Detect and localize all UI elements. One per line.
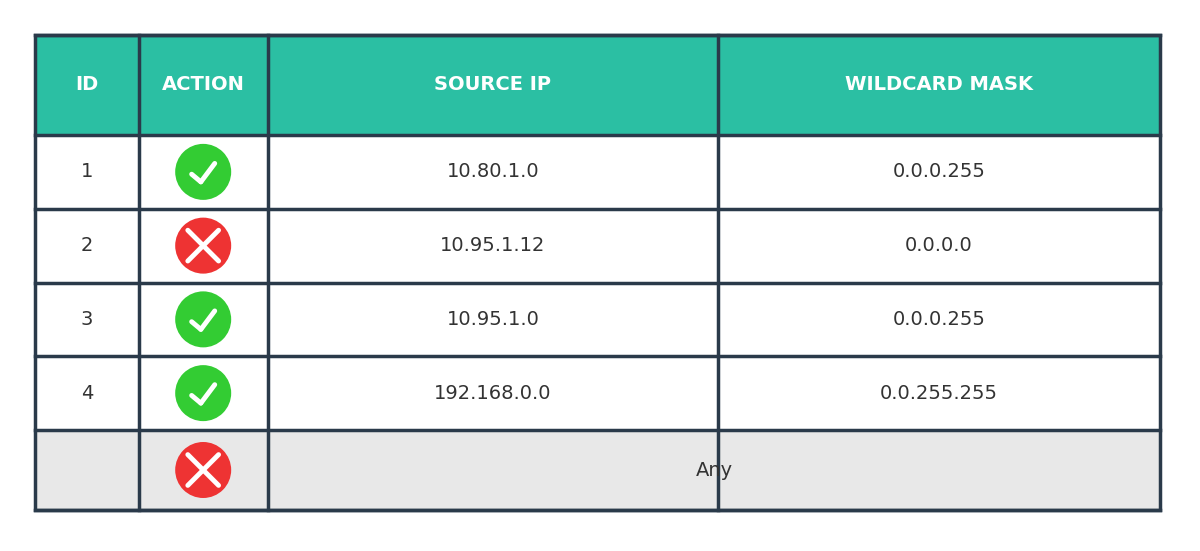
Text: WILDCARD MASK: WILDCARD MASK	[845, 75, 1033, 95]
Bar	[35, 430, 1160, 510]
Ellipse shape	[175, 218, 232, 274]
Text: 192.168.0.0: 192.168.0.0	[434, 383, 552, 403]
Text: 3: 3	[80, 310, 92, 329]
Text: 4: 4	[80, 383, 92, 403]
Text: 10.80.1.0: 10.80.1.0	[446, 163, 539, 181]
Ellipse shape	[175, 365, 232, 421]
Bar	[35, 356, 1160, 430]
Text: SOURCE IP: SOURCE IP	[434, 75, 551, 95]
Ellipse shape	[175, 144, 232, 200]
Bar	[35, 283, 1160, 356]
Ellipse shape	[175, 291, 232, 347]
Ellipse shape	[175, 442, 232, 498]
Text: 0.0.0.0: 0.0.0.0	[905, 236, 973, 255]
Text: ACTION: ACTION	[162, 75, 245, 95]
Text: 2: 2	[80, 236, 92, 255]
Bar	[35, 35, 1160, 510]
Text: 0.0.0.255: 0.0.0.255	[893, 163, 985, 181]
Text: 0.0.0.255: 0.0.0.255	[893, 310, 985, 329]
Bar	[35, 35, 1160, 135]
Text: 10.95.1.12: 10.95.1.12	[440, 236, 546, 255]
Bar	[35, 135, 1160, 209]
Text: 1: 1	[80, 163, 92, 181]
Text: ID: ID	[76, 75, 98, 95]
Text: 10.95.1.0: 10.95.1.0	[446, 310, 539, 329]
Text: Any: Any	[695, 461, 732, 479]
Bar	[35, 209, 1160, 283]
Text: 0.0.255.255: 0.0.255.255	[880, 383, 998, 403]
